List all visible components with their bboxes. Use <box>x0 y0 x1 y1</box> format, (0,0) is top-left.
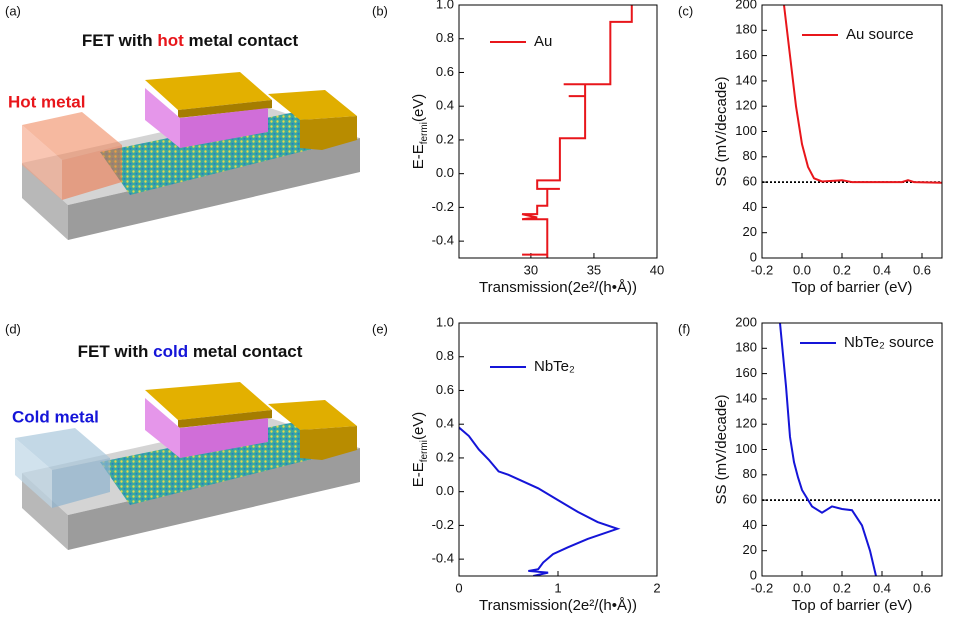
x-axis-label: Transmission(2e²/(h•Å)) <box>479 279 637 296</box>
y-axis-label-part: fermi <box>419 122 430 144</box>
y-tick-label: 60 <box>743 174 757 189</box>
chart: (b) 30 35 40 -0.4 -0.2 0.0 0.2 0.4 0.6 0.8 1.0 Trans… <box>372 0 664 296</box>
panel-title: FET with cold metal contact <box>78 342 303 361</box>
legend-label: NbTe₂ source <box>844 334 934 351</box>
x-tick-label: -0.2 <box>751 580 773 595</box>
chart: (e) 0 1 2 -0.4 -0.2 0.0 0.2 0.4 0.6 0.8 1.0 Transmis… <box>372 314 661 614</box>
y-tick-label: 0.2 <box>436 449 454 464</box>
y-tick-label: 40 <box>743 199 757 214</box>
x-tick-label: 0 <box>455 580 462 595</box>
panel-label: (c) <box>678 3 693 18</box>
panel-label: (d) <box>5 321 21 336</box>
panel-label: (e) <box>372 321 388 336</box>
x-tick-label: 0.4 <box>873 262 891 277</box>
x-tick-label: 35 <box>587 262 601 277</box>
y-tick-label: 0.8 <box>436 348 454 363</box>
x-tick-label: 0.4 <box>873 580 891 595</box>
data-line <box>780 323 876 576</box>
y-axis-label: E-Efermi(eV) <box>410 94 430 170</box>
y-tick-label: 0.8 <box>436 30 454 45</box>
y-tick-label: 1.0 <box>436 314 454 329</box>
y-tick-label: 0 <box>750 567 757 582</box>
y-axis-label-part: (eV) <box>410 94 427 122</box>
y-tick-label: 60 <box>743 492 757 507</box>
y-tick-label: 0 <box>750 249 757 264</box>
y-tick-label: 160 <box>735 47 757 62</box>
title-part: metal contact <box>188 342 303 361</box>
y-tick-label: 40 <box>743 517 757 532</box>
panel-label: (b) <box>372 3 388 18</box>
y-axis-label-part: fermi <box>419 440 430 462</box>
x-tick-label: 0.2 <box>833 580 851 595</box>
title-part: cold <box>153 342 188 361</box>
y-tick-label: 0.2 <box>436 131 454 146</box>
y-tick-label: 20 <box>743 224 757 239</box>
y-tick-label: 120 <box>735 416 757 431</box>
panel-label: (f) <box>678 321 690 336</box>
y-axis-label-part: E-E <box>410 144 427 169</box>
metal-label: Cold metal <box>12 407 99 426</box>
plot-frame <box>459 5 657 258</box>
y-tick-label: 80 <box>743 148 757 163</box>
x-tick-label: 40 <box>650 262 664 277</box>
data-line <box>459 428 617 576</box>
plot-frame <box>762 323 942 576</box>
y-tick-label: 200 <box>735 314 757 329</box>
y-tick-label: 0.6 <box>436 64 454 79</box>
figure: (a) FET with hot metal contact Hot metal… <box>0 0 953 621</box>
x-axis-label: Transmission(2e²/(h•Å)) <box>479 597 637 614</box>
y-tick-label: 180 <box>735 22 757 37</box>
y-tick-label: 0.4 <box>436 98 454 113</box>
x-tick-label: 30 <box>524 262 538 277</box>
y-tick-label: -0.4 <box>432 233 454 248</box>
chart: (f) -0.2 0.0 0.2 0.4 0.6 0 20 40 60 80 100 120 140 160… <box>678 314 942 614</box>
x-axis-label: Top of barrier (eV) <box>792 597 913 614</box>
x-tick-label: 0.0 <box>793 262 811 277</box>
y-tick-label: 160 <box>735 365 757 380</box>
y-tick-label: -0.2 <box>432 517 454 532</box>
y-tick-label: 0.0 <box>436 483 454 498</box>
y-tick-label: 1.0 <box>436 0 454 11</box>
y-tick-label: 100 <box>735 441 757 456</box>
y-axis-label: E-Efermi(eV) <box>410 412 430 488</box>
x-tick-label: -0.2 <box>751 262 773 277</box>
metal-label: Hot metal <box>8 92 85 111</box>
y-tick-label: 120 <box>735 98 757 113</box>
y-axis-label: SS (mV/decade) <box>713 394 730 504</box>
y-tick-label: 100 <box>735 123 757 138</box>
y-tick-label: 0.6 <box>436 382 454 397</box>
x-axis-label: Top of barrier (eV) <box>792 279 913 296</box>
x-tick-label: 1 <box>554 580 561 595</box>
legend-label: Au <box>534 33 552 50</box>
x-tick-label: 0.0 <box>793 580 811 595</box>
x-tick-label: 0.6 <box>913 580 931 595</box>
y-tick-label: 0.4 <box>436 416 454 431</box>
y-tick-label: 20 <box>743 542 757 557</box>
title-part: metal contact <box>184 31 299 50</box>
y-tick-label: 0.0 <box>436 165 454 180</box>
legend-label: NbTe₂ <box>534 358 575 375</box>
y-tick-label: -0.2 <box>432 199 454 214</box>
y-axis-label-part: (eV) <box>410 412 427 440</box>
x-tick-label: 0.6 <box>913 262 931 277</box>
title-part: FET with <box>78 342 154 361</box>
y-axis-label-part: E-E <box>410 462 427 487</box>
y-tick-label: 140 <box>735 72 757 87</box>
y-tick-label: -0.4 <box>432 551 454 566</box>
y-tick-label: 200 <box>735 0 757 11</box>
y-tick-label: 80 <box>743 466 757 481</box>
y-axis-label: SS (mV/decade) <box>713 76 730 186</box>
legend-label: Au source <box>846 26 914 43</box>
title-part: hot <box>157 31 184 50</box>
title-part: FET with <box>82 31 158 50</box>
chart: (c) -0.2 0.0 0.2 0.4 0.6 0 20 40 60 80 100 120 140 160… <box>678 0 942 296</box>
x-tick-label: 0.2 <box>833 262 851 277</box>
x-tick-label: 2 <box>653 580 660 595</box>
panel-label: (a) <box>5 3 21 18</box>
y-tick-label: 140 <box>735 390 757 405</box>
y-tick-label: 180 <box>735 340 757 355</box>
panel-title: FET with hot metal contact <box>82 31 299 50</box>
